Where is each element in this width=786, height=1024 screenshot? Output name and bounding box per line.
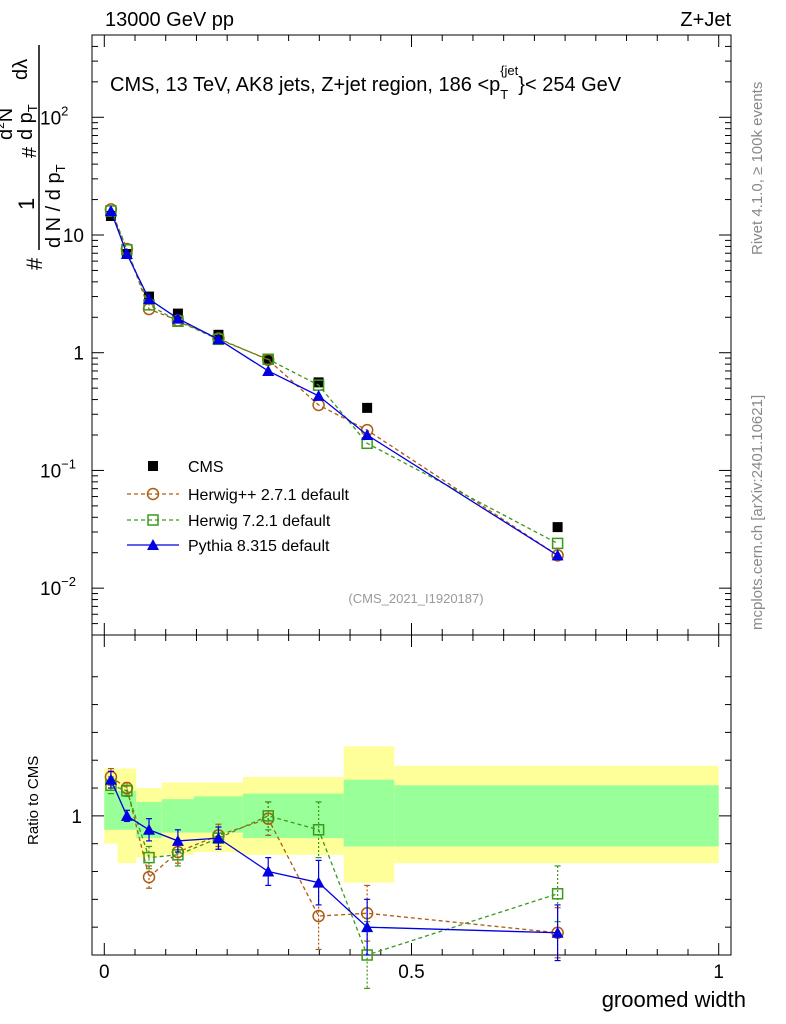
ratio-point-pythia [212, 832, 225, 844]
data-point-pythia [212, 333, 225, 345]
ratio-point-pythia [262, 865, 275, 877]
legend-marker-pythia [147, 539, 159, 550]
data-point-pythia [171, 312, 184, 324]
band-inner [343, 779, 395, 847]
ratio-point-herwig7 [551, 888, 564, 900]
svg-text:#: # [22, 257, 47, 270]
band-inner [394, 785, 719, 847]
svg-text:#: # [19, 146, 41, 158]
y-tick-label-base: 10 [40, 579, 61, 600]
y-tick-label: 10−2 [40, 574, 76, 600]
ratio-y-tick-label: 1 [71, 807, 82, 828]
axis-ticks [92, 34, 731, 956]
plot-title-sup: {jet [500, 63, 518, 78]
ratio-uncertainty-bands [104, 746, 719, 883]
ratio-point-pythia [361, 921, 374, 933]
ratio-point-pythia [171, 834, 184, 846]
ratio-plot-data [104, 767, 564, 989]
analysis-id: (CMS_2021_I1920187) [348, 591, 483, 606]
y-tick-label-base: 10 [40, 108, 61, 129]
ratio-y-axis-label: Ratio to CMS [25, 756, 42, 845]
svg-text:d pT: d pT [15, 104, 40, 140]
rivet-version-label: Rivet 4.1.0, ≥ 100k events [749, 82, 766, 255]
data-point-pythia [361, 429, 374, 440]
ratio-point-herwigpp [312, 909, 325, 923]
ratio-point-herwig7 [312, 824, 325, 836]
svg-text:dλ: dλ [10, 59, 32, 80]
y-tick-label: 102 [40, 103, 68, 129]
beam-label: 13000 GeV pp [105, 9, 234, 31]
main-y-axis-label: # 1 d N / d pT # d pT d2N dλ [0, 45, 68, 270]
ratio-point-pythia [104, 773, 117, 785]
legend-label-cms: CMS [188, 459, 224, 476]
svg-text:d N / d pT: d N / d pT [43, 164, 68, 248]
x-tick-label: 0.5 [398, 962, 424, 983]
y-tick-label-base: 10 [40, 461, 61, 482]
legend-label-herwig7: Herwig 7.2.1 default [188, 513, 331, 530]
ratio-point-herwig7 [262, 810, 274, 822]
plot-title: CMS, 13 TeV, AK8 jets, Z+jet region, 186… [110, 63, 622, 102]
plot-title-tail: }< 254 GeV [518, 74, 622, 96]
legend-marker-herwig7 [147, 514, 159, 526]
data-point-cms [362, 402, 373, 413]
main-plot-data [104, 203, 564, 562]
ratio-point-herwig7 [143, 851, 155, 864]
data-point-pythia [143, 293, 156, 305]
ratio-point-herwigpp [142, 870, 156, 884]
band-inner [104, 790, 118, 830]
process-label: Z+Jet [680, 9, 731, 31]
legend-marker-herwigpp [146, 487, 160, 501]
data-point-cms [313, 377, 324, 388]
legend-marker-cms [148, 461, 158, 471]
y-tick-label: 1 [73, 344, 84, 365]
data-point-cms [552, 522, 563, 533]
svg-text:1: 1 [14, 198, 39, 210]
legend-label-herwigpp: Herwig++ 2.7.1 default [188, 487, 350, 504]
data-point-pythia [104, 204, 117, 216]
x-axis-label: groomed width [602, 987, 746, 1012]
y-tick-label-exp: 2 [61, 103, 68, 118]
x-tick-label: 0 [99, 962, 110, 983]
legend-label-pythia: Pythia 8.315 default [188, 538, 330, 555]
data-point-pythia [120, 247, 133, 259]
ratio-point-pythia [551, 926, 564, 938]
band-inner [161, 799, 194, 833]
ratio-point-pythia [143, 823, 156, 835]
y-tick-label-exp: −1 [61, 456, 76, 471]
data-point-pythia [312, 389, 325, 401]
data-point-herwig7 [262, 353, 274, 366]
y-tick-label: 10−1 [40, 456, 76, 482]
ratio-point-pythia [312, 876, 325, 888]
ratio-point-herwig7 [121, 785, 133, 797]
svg-text:d2N: d2N [0, 108, 17, 140]
data-point-pythia [262, 364, 275, 376]
data-point-herwig7 [551, 537, 564, 550]
mcplots-label: mcplots.cern.ch [arXiv:2401.10621] [749, 395, 766, 630]
x-tick-labels: 0 0.5 1 [99, 962, 724, 983]
y-tick-label-exp: −2 [61, 574, 76, 589]
y-tick-label: 10 [63, 226, 84, 247]
plot-title-sub: T [500, 87, 508, 102]
ratio-y-tick-labels: 1 [71, 807, 82, 828]
data-point-pythia [551, 549, 564, 561]
ratio-point-pythia [120, 809, 133, 821]
legend: CMS Herwig++ 2.7.1 default Herwig 7.2.1 de… [127, 459, 350, 555]
x-tick-label: 1 [713, 962, 724, 983]
